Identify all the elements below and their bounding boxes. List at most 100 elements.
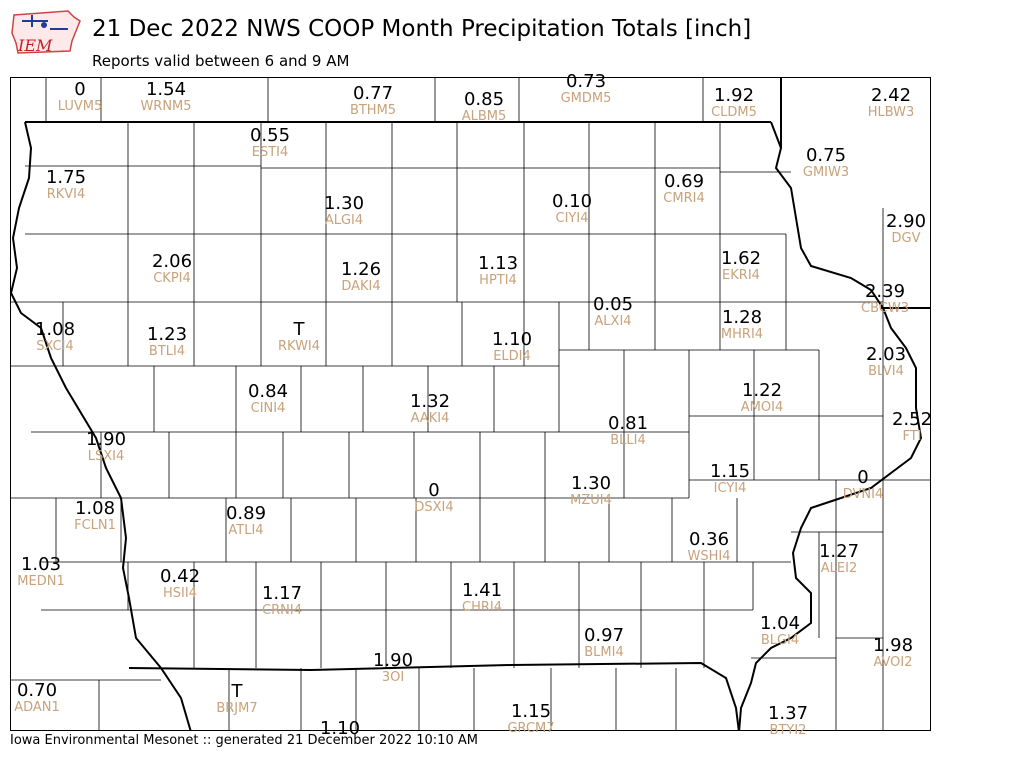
station-id: HSII4 — [163, 586, 197, 601]
station-id: BLVI4 — [868, 364, 904, 379]
station-id: MHRI4 — [720, 327, 764, 342]
precip-value: 0.42 — [159, 566, 201, 587]
station-label: 2.39 CBCW3 — [861, 282, 909, 316]
station-id: HLBW3 — [867, 105, 915, 120]
precip-map — [10, 77, 931, 731]
station-id: EKRI4 — [722, 268, 760, 283]
station-label: 1.90 LSXI4 — [86, 430, 126, 464]
precip-value: 1.15 — [709, 461, 751, 482]
station-label: 1.17 CRNI4 — [262, 584, 302, 618]
station-id: CLDM5 — [711, 105, 757, 120]
station-id: CKPI4 — [153, 271, 191, 286]
station-id: SXCI4 — [36, 339, 74, 354]
station-id: BTLI4 — [148, 344, 186, 359]
station-label: 0.36 WSHI4 — [688, 530, 731, 564]
station-label: 0.89 ATLI4 — [226, 504, 266, 538]
station-id: FCLN1 — [74, 518, 116, 533]
precip-value: 0 — [857, 467, 869, 488]
precip-value: 1.27 — [818, 541, 860, 562]
station-label: 1.98 AVOI2 — [873, 636, 913, 670]
station-id: CRNI4 — [262, 603, 302, 618]
station-id: CMRI4 — [663, 191, 705, 206]
precip-value: 1.92 — [713, 85, 755, 106]
station-id: ADAN1 — [14, 700, 60, 715]
precip-value: 1.10 — [491, 329, 533, 350]
station-id: BLMI4 — [584, 645, 624, 660]
station-id: HPTI4 — [479, 273, 517, 288]
precip-value: 1.62 — [720, 248, 762, 269]
station-id: DAKI4 — [341, 279, 381, 294]
precip-value: 1.23 — [146, 324, 188, 345]
station-label: 0.85 ALBM5 — [462, 90, 507, 124]
station-id: ESTI4 — [251, 145, 289, 160]
station-label: 1.37 BTYI2 — [768, 704, 808, 738]
station-id: BLGI4 — [760, 633, 800, 648]
precip-value: 1.54 — [145, 79, 187, 100]
station-label: 1.08 SXCI4 — [35, 320, 75, 354]
county-boundaries — [11, 78, 930, 730]
station-label: 0.77 BTHM5 — [350, 84, 396, 118]
station-label: 1.41 CHRI4 — [462, 581, 502, 615]
precip-value: 1.75 — [45, 167, 87, 188]
station-id: AAKI4 — [410, 411, 450, 426]
precip-value: 1.32 — [409, 391, 451, 412]
precip-value: 1.22 — [741, 380, 783, 401]
precip-value: 0.05 — [592, 294, 634, 315]
station-id: ALBM5 — [461, 109, 507, 124]
station-id: 3OI — [381, 670, 405, 685]
footer-credit: Iowa Environmental Mesonet :: generated … — [10, 733, 478, 748]
precip-value: 1.28 — [721, 307, 763, 328]
station-label: 1.30 ALGI4 — [324, 194, 364, 228]
station-label: 1.03 MEDN1 — [17, 555, 64, 589]
station-id: WSHI4 — [687, 549, 731, 564]
station-label: T RKWI4 — [278, 320, 320, 354]
precip-value: 0.85 — [463, 89, 505, 110]
station-label: 1.26 DAKI4 — [341, 260, 381, 294]
station-id: CINI4 — [250, 401, 286, 416]
station-id: RKVI4 — [46, 187, 86, 202]
precip-value: 0.89 — [225, 503, 267, 524]
iem-logo: IEM — [10, 7, 84, 59]
station-label: 1.15 ICYI4 — [710, 462, 750, 496]
precip-value: 1.03 — [20, 554, 62, 575]
precip-value: 1.08 — [74, 498, 116, 519]
station-label: 1.32 AAKI4 — [410, 392, 450, 426]
station-id: GMIW3 — [802, 165, 850, 180]
precip-value: 2.90 — [885, 211, 927, 232]
map-title: 21 Dec 2022 NWS COOP Month Precipitation… — [92, 16, 752, 42]
precip-value: 0.55 — [249, 125, 291, 146]
station-label: 2.90 DGV — [886, 212, 926, 246]
station-id: DSXI4 — [414, 500, 454, 515]
station-label: 0.70 ADAN1 — [14, 681, 60, 715]
station-label: 1.23 BTLI4 — [147, 325, 187, 359]
station-label: 1.15 GRCM7 — [507, 702, 554, 736]
station-id: FTI — [902, 429, 922, 444]
station-id: GMDM5 — [560, 91, 612, 106]
precip-value: 0.70 — [16, 680, 58, 701]
precip-value: 1.90 — [372, 650, 414, 671]
map-subtitle: Reports valid between 6 and 9 AM — [92, 52, 350, 70]
precip-value: 1.37 — [767, 703, 809, 724]
precip-value: 0.36 — [688, 529, 730, 550]
precip-value: 1.90 — [85, 429, 127, 450]
precip-value: 0.77 — [352, 83, 394, 104]
station-label: 0.55 ESTI4 — [250, 126, 290, 160]
station-label: 0.75 GMIW3 — [803, 146, 849, 180]
station-id: BTYI2 — [769, 723, 807, 738]
logo-text: IEM — [17, 36, 53, 55]
station-label: 0.42 HSII4 — [160, 567, 200, 601]
station-id: CHRI4 — [461, 600, 502, 615]
station-label: 1.54 WRNM5 — [140, 80, 191, 114]
precip-value: 1.17 — [261, 583, 303, 604]
precip-value: 2.52 — [891, 409, 933, 430]
precip-value: 1.13 — [477, 253, 519, 274]
station-label: 2.06 CKPI4 — [152, 252, 192, 286]
station-label: 1.08 FCLN1 — [74, 499, 116, 533]
station-id: ALXI4 — [594, 314, 632, 329]
station-id: DVNI4 — [842, 487, 884, 502]
station-id: ELDI4 — [493, 349, 531, 364]
station-label: 1.90 3OI — [373, 651, 413, 685]
precip-value: 1.30 — [570, 473, 612, 494]
station-label: 0.97 BLMI4 — [584, 626, 624, 660]
station-label: 1.30 MZUI4 — [570, 474, 612, 508]
